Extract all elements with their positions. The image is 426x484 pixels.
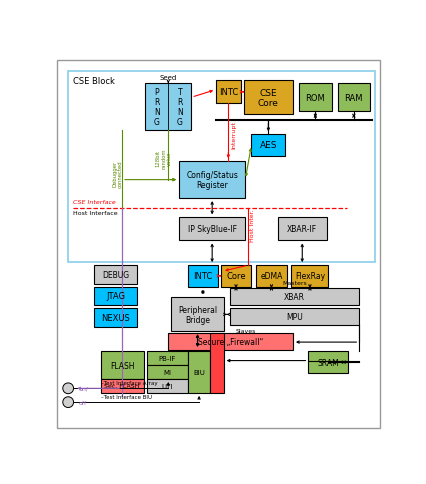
Text: CSE Interface: CSE Interface [73,199,115,204]
Bar [216,81,241,104]
Bar [171,298,224,332]
Text: INTC: INTC [193,272,213,281]
Bar [179,218,245,241]
Bar [147,365,188,379]
Text: MI: MI [164,369,172,376]
Bar [94,287,138,305]
Text: eDMA: eDMA [260,272,282,281]
Bar [338,84,370,112]
Bar [188,351,210,393]
Text: BIU: BIU [193,369,205,376]
Bar [94,266,138,284]
Text: Secure „Firewall“: Secure „Firewall“ [198,337,263,346]
Bar [147,351,188,365]
Text: IP SkyBlue-IF: IP SkyBlue-IF [188,225,237,234]
Text: XBAR: XBAR [284,292,305,302]
Text: Interrupt: Interrupt [231,121,236,149]
Text: JTAG: JTAG [106,292,125,301]
Bar [68,72,374,262]
Text: Core: Core [226,272,246,281]
Circle shape [63,397,74,408]
Text: MPU: MPU [286,313,303,321]
Bar [278,218,327,241]
Text: Slaves: Slaves [236,329,256,333]
Bar [188,266,218,287]
Text: Debugger
connected: Debugger connected [112,160,123,187]
Text: –Test Interface BIU: –Test Interface BIU [101,394,152,399]
Text: NEXUS: NEXUS [101,313,130,322]
Bar [299,84,331,112]
Text: Masters: Masters [282,281,307,286]
Bar [145,84,191,130]
Text: XBAR-IF: XBAR-IF [287,225,317,234]
Text: ROM: ROM [305,93,325,103]
Bar [101,351,144,379]
Text: CSE
Core: CSE Core [258,89,279,108]
Text: FlexRay: FlexRay [295,272,325,281]
Text: 128bit
random
value: 128bit random value [156,148,172,168]
Bar [221,266,251,287]
Text: T
R
N
G: T R N G [177,88,183,126]
Text: P
R
N
G: P R N G [154,88,160,126]
Bar [244,81,293,115]
Text: CSE Block: CSE Block [73,76,115,86]
Text: INTC: INTC [219,88,238,97]
Bar [179,162,245,199]
Text: DEBUG: DEBUG [102,270,130,279]
Text: FLASH: FLASH [110,361,134,370]
Bar [101,379,144,393]
Text: SRAM: SRAM [317,358,340,367]
Bar [308,351,348,373]
Circle shape [63,383,74,394]
Text: on/: on/ [79,386,89,391]
Bar [256,266,287,287]
Bar [291,266,328,287]
Text: –Test Interface Array: –Test Interface Array [101,380,157,385]
Text: UTI: UTI [162,383,173,389]
Text: AES: AES [259,141,277,150]
Text: Host Inter.: Host Inter. [250,209,256,242]
Bar [94,309,138,327]
Bar [230,288,359,305]
Bar [147,379,188,393]
Text: Peripheral
Bridge: Peripheral Bridge [178,305,217,324]
Text: Sec. FLASH: Sec. FLASH [104,384,140,389]
Bar [210,333,224,393]
Text: off: off [79,400,87,405]
Text: Host Interface: Host Interface [73,210,118,215]
Bar [230,309,359,325]
Text: Config/Status
Register: Config/Status Register [186,170,238,190]
Bar [251,135,285,156]
Text: Seed: Seed [160,75,177,81]
Text: PB-IF: PB-IF [159,356,176,362]
Text: RAM: RAM [345,93,363,103]
Bar [168,333,293,350]
